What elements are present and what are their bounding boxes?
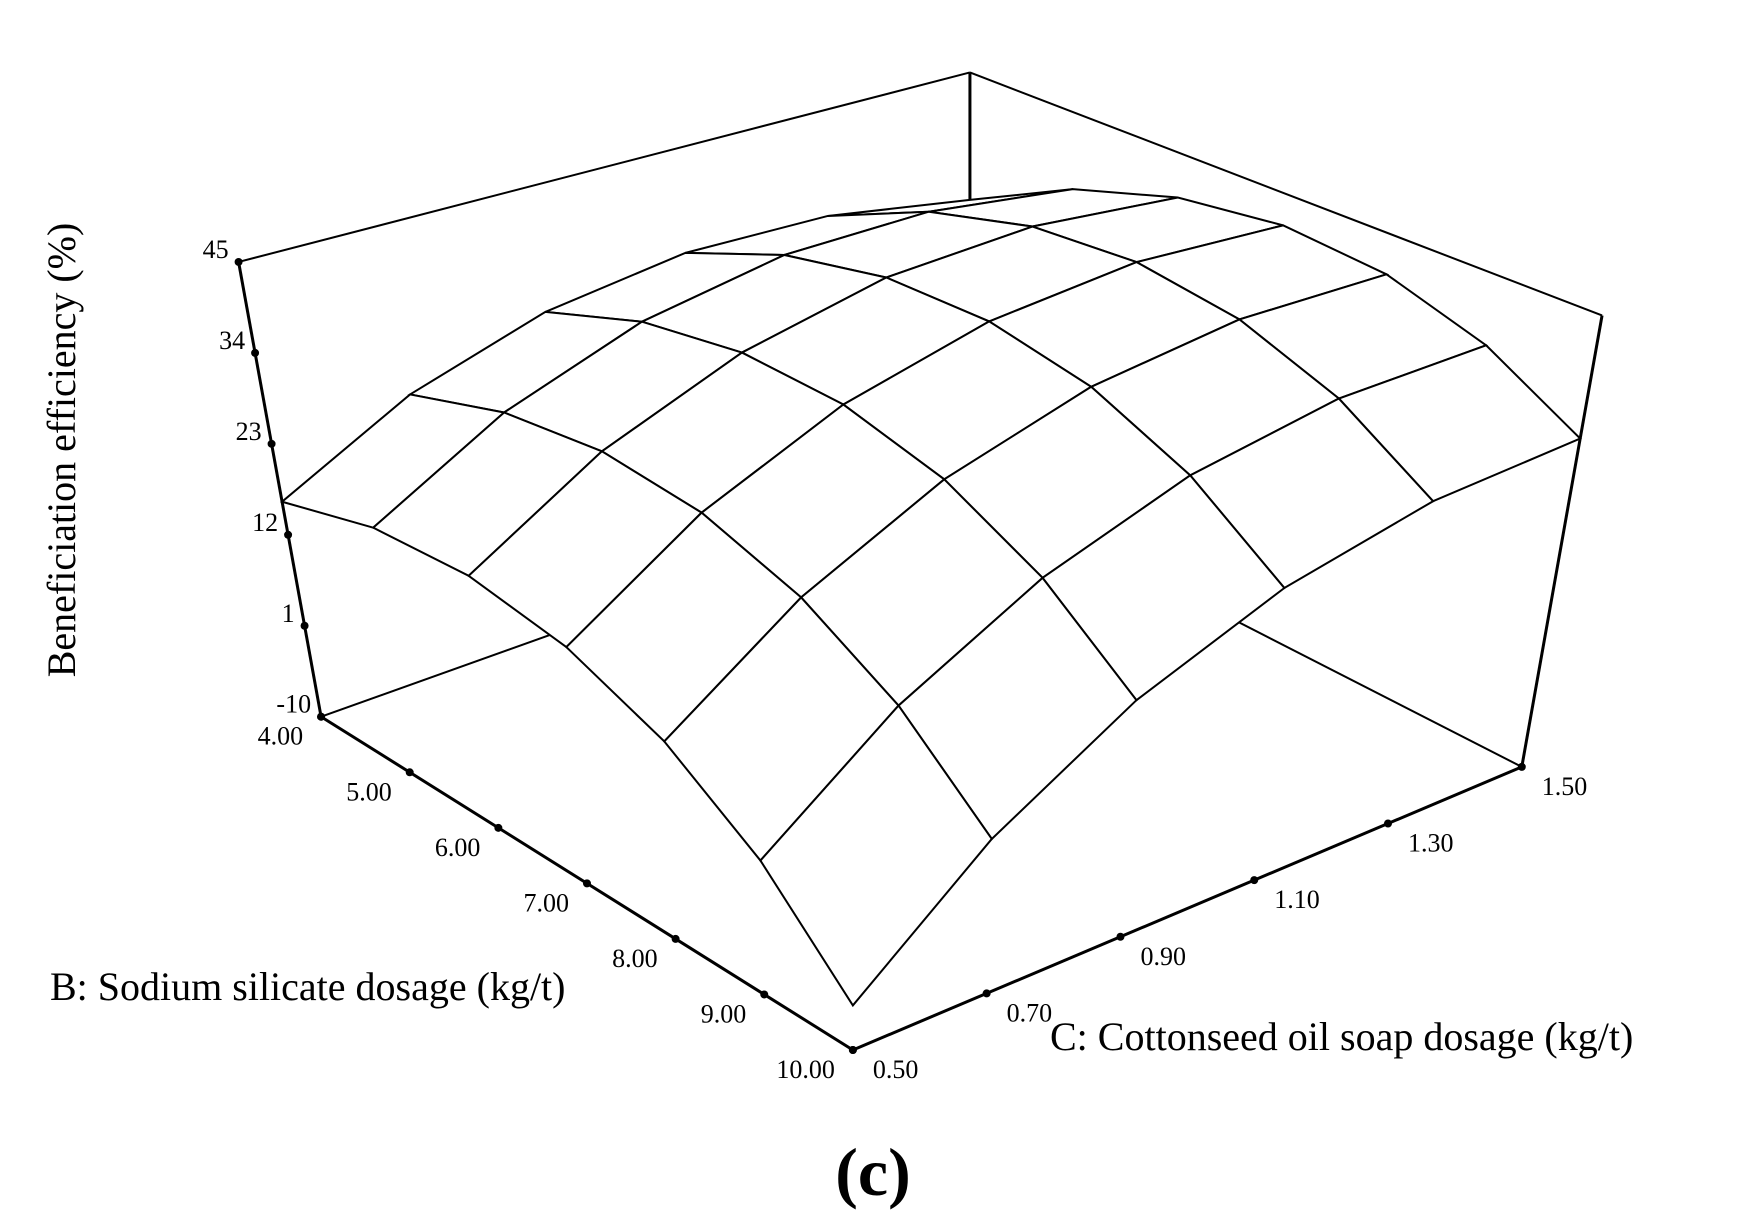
z-tick-label: -10 xyxy=(276,690,311,719)
z-tick-label: 12 xyxy=(252,508,278,537)
z-tick xyxy=(251,348,260,357)
z-tick-label: 1 xyxy=(282,599,295,628)
y-tick-label: 0.50 xyxy=(873,1055,919,1084)
x-tick-label: 7.00 xyxy=(523,888,569,917)
x-tick-label: 4.00 xyxy=(258,722,304,751)
x-tick xyxy=(494,823,503,832)
x-tick xyxy=(405,768,414,777)
caption: (c) xyxy=(835,1134,910,1210)
x-tick xyxy=(317,712,326,721)
x-tick-label: 10.00 xyxy=(776,1055,835,1084)
y-tick xyxy=(848,1046,857,1054)
y-tick xyxy=(1384,819,1393,828)
x-tick xyxy=(582,879,591,888)
z-axis-title: Beneficiation efficiency (%) xyxy=(39,223,84,678)
z-tick xyxy=(234,257,243,266)
y-tick xyxy=(1116,932,1125,941)
z-tick xyxy=(267,439,276,448)
y-axis-title: C: Cottonseed oil soap dosage (kg/t) xyxy=(1050,1014,1633,1059)
floor-edge xyxy=(852,765,1523,1052)
top-edge xyxy=(238,71,971,263)
surface-cell xyxy=(759,703,994,1008)
x-tick-label: 8.00 xyxy=(612,944,658,973)
y-tick-label: 1.30 xyxy=(1408,829,1454,858)
x-tick-label: 9.00 xyxy=(701,999,747,1028)
z-axis-line xyxy=(237,261,323,717)
y-tick-label: 0.90 xyxy=(1140,942,1186,971)
y-tick-label: 1.50 xyxy=(1542,772,1588,801)
y-tick xyxy=(982,989,991,998)
z-tick-label: 45 xyxy=(203,235,229,264)
z-tick-label: 34 xyxy=(219,326,245,355)
x-axis-title: B: Sodium silicate dosage (kg/t) xyxy=(50,964,566,1009)
z-tick-label: 23 xyxy=(236,417,262,446)
y-tick-label: 0.70 xyxy=(1007,998,1052,1027)
y-tick xyxy=(1517,762,1526,771)
z-tick xyxy=(284,530,293,539)
x-tick xyxy=(760,990,769,999)
x-tick xyxy=(671,934,680,943)
top-edge xyxy=(969,71,1603,317)
z-tick xyxy=(300,621,309,630)
x-tick-label: 5.00 xyxy=(346,777,392,806)
y-tick-label: 1.10 xyxy=(1274,885,1320,914)
right-edge xyxy=(1520,315,1604,768)
y-tick xyxy=(1250,876,1259,885)
x-tick-label: 6.00 xyxy=(435,833,481,862)
